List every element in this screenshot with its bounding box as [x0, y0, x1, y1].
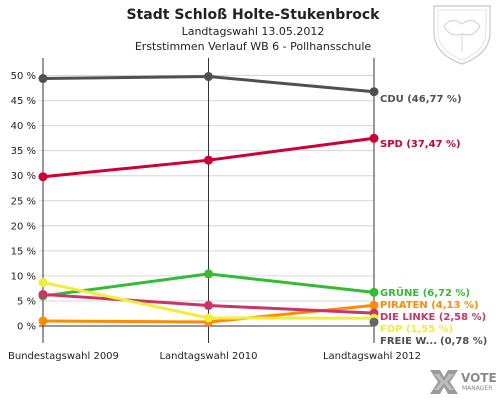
data-point — [204, 313, 213, 323]
data-point — [38, 277, 48, 287]
vote-x-icon — [430, 370, 458, 394]
series-label: FREIE W... — [380, 336, 437, 347]
plot-area: 0 % 5 % 10 % 15 % 20 % 25 % 30 % 35 % 40 % 45 % 50… — [8, 58, 487, 362]
series-value-label: (0,78 %) — [440, 336, 487, 347]
chart-title: Stadt Schloß Holte-Stukenbrock — [127, 7, 381, 23]
data-point — [369, 317, 379, 327]
data-point — [369, 133, 379, 143]
data-point — [369, 287, 379, 297]
x-tick-label: Landtagswahl 2010 — [159, 351, 257, 362]
y-tick-label: 20 % — [11, 221, 36, 232]
y-tick-label: 15 % — [11, 246, 36, 257]
data-point — [38, 74, 48, 84]
series-label: DIE LINKE (2,58 %) — [380, 312, 486, 323]
series-label: FDP (1,55 %) — [380, 324, 453, 335]
logo-text-manager: MANAGER — [462, 385, 492, 392]
series-label: SPD (37,47 %) — [380, 139, 461, 150]
data-point — [38, 289, 48, 299]
logo-text-vote: VOTE — [461, 371, 497, 385]
data-point — [204, 72, 213, 82]
data-point — [204, 300, 213, 310]
vote-manager-logo: VOTE MANAGER — [430, 370, 497, 394]
chart-subtitle-district: Erststimmen Verlauf WB 6 - Pollhansschul… — [135, 40, 372, 53]
series-label: GRÜNE (6,72 %) — [380, 285, 470, 299]
data-point — [38, 172, 48, 182]
data-point — [369, 300, 379, 310]
data-point — [38, 316, 48, 326]
y-axis: 0 % 5 % 10 % 15 % 20 % 25 % 30 % 35 % 40 % 45 % 50… — [11, 71, 36, 332]
series-points — [38, 72, 379, 327]
y-tick-label: 25 % — [11, 196, 36, 207]
y-tick-label: 5 % — [17, 296, 36, 307]
y-tick-label: 35 % — [11, 146, 36, 157]
y-tick-label: 50 % — [11, 71, 36, 82]
series-label: CDU (46,77 %) — [380, 94, 462, 105]
data-point — [204, 155, 213, 165]
series-label: PIRATEN (4,13 %) — [380, 300, 479, 311]
y-tick-label: 30 % — [11, 171, 36, 182]
x-tick-label: Landtagswahl 2012 — [323, 351, 421, 362]
coat-of-arms-icon — [433, 5, 491, 65]
y-tick-label: 10 % — [11, 271, 36, 282]
x-tick-label: Bundestagswahl 2009 — [8, 351, 119, 362]
y-tick-label: 45 % — [11, 96, 36, 107]
chart-subtitle-date: Landtagswahl 13.05.2012 — [182, 25, 325, 38]
y-tick-label: 40 % — [11, 121, 36, 132]
data-point — [204, 269, 213, 279]
y-tick-label: 0 % — [17, 322, 36, 333]
data-point — [369, 87, 379, 97]
series-labels: CDU (46,77 %) SPD (37,47 %) GRÜNE (6,72 %)… — [380, 94, 487, 347]
